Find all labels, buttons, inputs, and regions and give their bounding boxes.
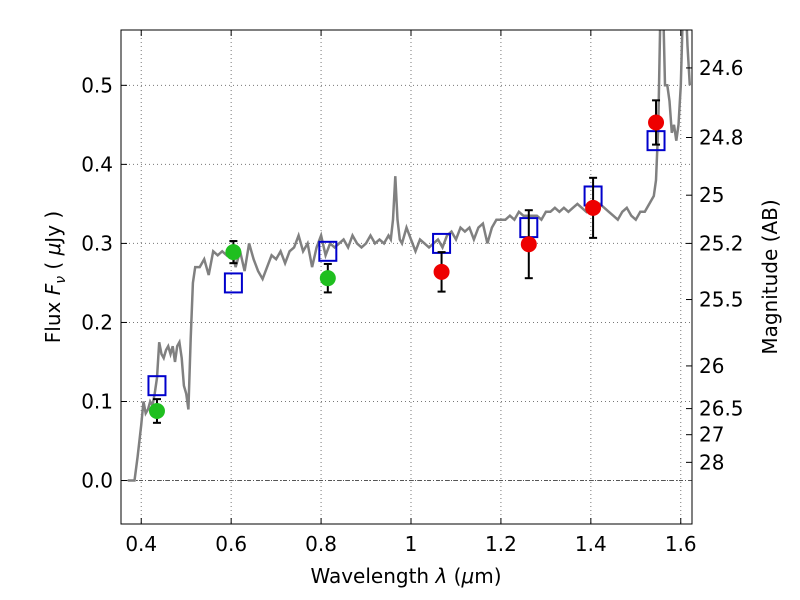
x-tick-label: 1.4 bbox=[575, 532, 607, 556]
x-axis-ticks: 0.4 0.6 0.8 1 1.2 1.4 1.6 bbox=[125, 30, 697, 556]
x-tick-label: 1 bbox=[405, 532, 418, 556]
y-tick-label: 0.4 bbox=[81, 152, 113, 176]
x-axis-label: Wavelength λ (μm) bbox=[310, 564, 501, 588]
green-data-point bbox=[319, 270, 336, 287]
model-squares bbox=[147, 130, 666, 397]
right-tick-label: 28 bbox=[699, 450, 724, 474]
right-tick-label: 26 bbox=[699, 354, 724, 378]
plot-frame bbox=[120, 29, 693, 525]
red-data-point bbox=[585, 199, 602, 216]
y-tick-label: 0.1 bbox=[81, 389, 113, 413]
y-axis-ticks: 0.0 0.1 0.2 0.3 0.4 0.5 bbox=[81, 73, 127, 493]
right-tick-label: 26.5 bbox=[699, 397, 744, 421]
model-square-marker bbox=[318, 240, 338, 262]
x-tick-label: 0.8 bbox=[305, 532, 337, 556]
spectrum-line bbox=[127, 30, 692, 482]
y-axis-label: Flux Fν ( μJy ) bbox=[41, 211, 69, 343]
y-tick-label: 0.0 bbox=[81, 469, 113, 493]
right-axis-label: Magnitude (AB) bbox=[758, 199, 782, 354]
right-tick-label: 25.2 bbox=[699, 231, 744, 255]
data-points bbox=[148, 114, 665, 419]
x-tick-label: 0.4 bbox=[125, 532, 157, 556]
right-tick-label: 25 bbox=[699, 183, 724, 207]
plot-area bbox=[127, 30, 692, 482]
right-tick-label: 24.8 bbox=[699, 125, 744, 149]
x-tick-label: 1.6 bbox=[665, 532, 697, 556]
right-tick-label: 24.6 bbox=[699, 56, 744, 80]
green-data-point bbox=[148, 402, 165, 419]
x-tick-label: 1.2 bbox=[485, 532, 517, 556]
red-data-point bbox=[520, 236, 537, 253]
y-tick-label: 0.5 bbox=[81, 73, 113, 97]
y-tick-label: 0.3 bbox=[81, 231, 113, 255]
red-data-point bbox=[648, 114, 665, 131]
green-data-point bbox=[225, 244, 242, 261]
model-square-marker bbox=[147, 375, 167, 397]
x-tick-label: 0.6 bbox=[215, 532, 247, 556]
y-tick-label: 0.2 bbox=[81, 310, 113, 334]
right-axis-ticks: 24.6 24.8 25 25.2 25.5 26 26.527 28 bbox=[686, 56, 744, 474]
right-tick-label: 27 bbox=[699, 423, 724, 447]
model-square-marker bbox=[223, 272, 243, 294]
red-data-point bbox=[433, 263, 450, 280]
right-tick-label: 25.5 bbox=[699, 288, 744, 312]
